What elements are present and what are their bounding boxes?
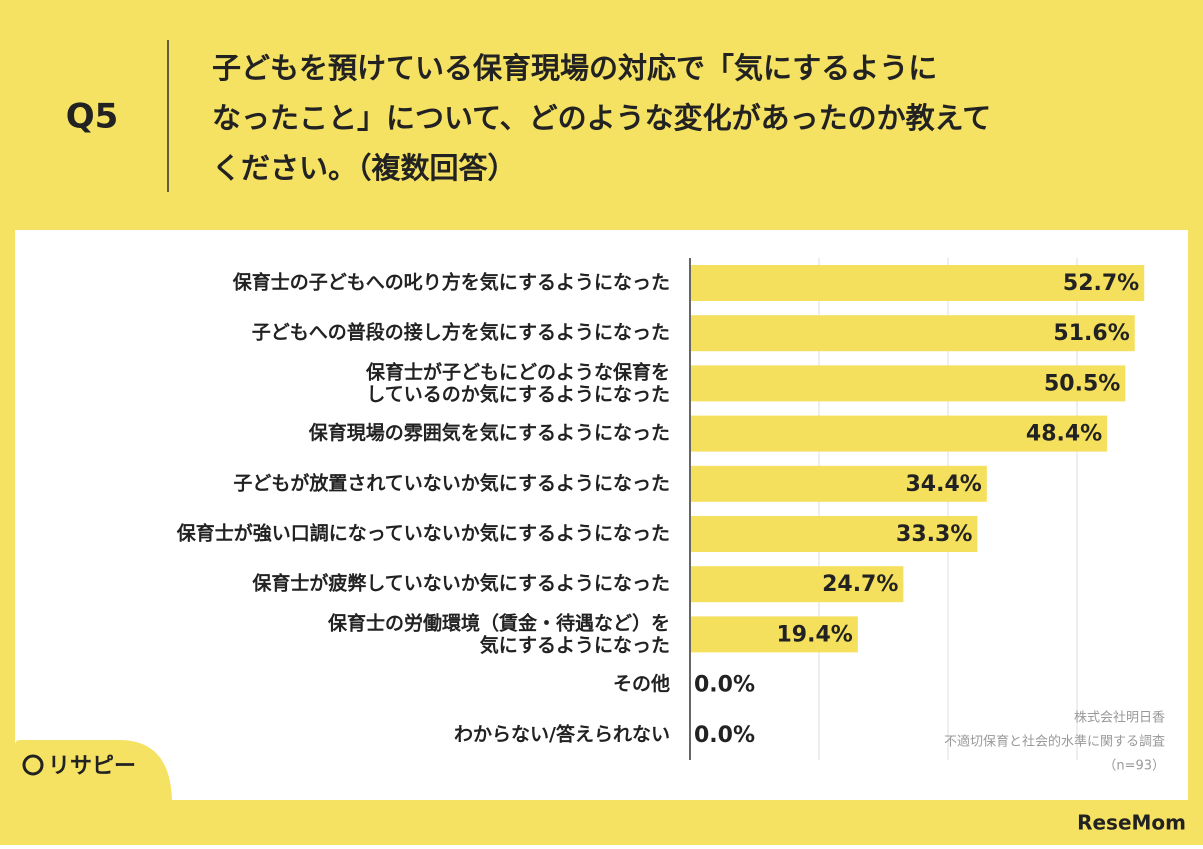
value-label: 0.0% [694,673,755,698]
bar [691,516,978,552]
category-label: 保育士が子どもにどのような保育をしているのか気にするようになった [365,360,670,405]
source-note: 株式会社明日香 [1074,710,1165,726]
value-label: 50.5% [1044,371,1120,396]
category-label: 保育士が疲弊していないか気にするようになった [251,572,670,595]
logo-icon [22,754,44,776]
category-label: 保育士の労働環境（賃金・待遇など）を気にするようになった [327,611,670,656]
value-label: 48.4% [1026,422,1102,447]
logo-tab [15,740,172,800]
bar [691,315,1135,352]
category-label: 子どもへの普段の接し方を気にするようになった [252,321,670,344]
source-note: 不適切保育と社会的水準に関する調査 [944,734,1165,750]
category-label: その他 [613,672,670,695]
value-label: 51.6% [1053,321,1129,346]
bar [691,415,1108,452]
logo: リサピー [48,754,136,779]
bar [691,465,987,502]
value-label: 19.4% [777,622,853,647]
chart-title: なったこと」について、どのような変化があったのか教えて [212,101,991,135]
value-label: 24.7% [822,572,898,597]
category-label: 子どもが放置されていないか気にするようになった [233,471,670,494]
chart-title: ください。（複数回答） [212,151,517,185]
value-label: 33.3% [896,522,972,547]
category-label: 保育士が強い口調になっていないか気にするようになった [176,522,670,545]
value-label: 0.0% [694,723,755,748]
question-label: Q5 [66,97,119,137]
chart-title: 子どもを預けている保育現場の対応で「気にするように [212,51,937,85]
bar [691,365,1126,402]
category-label: 保育現場の雰囲気を気にするようになった [308,421,670,444]
watermark: ReseMom [1077,811,1186,835]
category-label: 保育士の子どもへの叱り方を気にするようになった [232,271,670,294]
value-label: 34.4% [906,472,982,497]
bar [691,566,904,603]
bar [691,265,1145,301]
source-note: （n=93） [1103,759,1165,774]
value-label: 52.7% [1063,271,1139,296]
bar [691,616,858,653]
category-label: わからない/答えられない [454,722,670,745]
